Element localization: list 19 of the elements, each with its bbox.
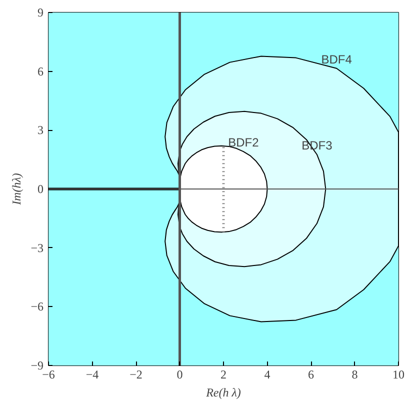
x-tick-label: 6 bbox=[308, 368, 314, 382]
y-tick-label: −9 bbox=[30, 358, 44, 372]
x-tick-label: −2 bbox=[130, 368, 142, 382]
y-tick-label: −6 bbox=[30, 300, 44, 314]
x-tick-label: 8 bbox=[352, 368, 358, 382]
y-tick-label: 6 bbox=[38, 64, 44, 78]
y-axis-title: Im(hλ) bbox=[10, 173, 24, 206]
x-tick-label: 0 bbox=[176, 368, 183, 382]
x-tick-label: 4 bbox=[264, 368, 270, 382]
annotation: BDF2 bbox=[228, 136, 260, 150]
annotation: BDF4 bbox=[321, 52, 352, 66]
y-tick-label: 0 bbox=[38, 182, 44, 196]
x-tick-label: −4 bbox=[86, 368, 99, 382]
y-tick-label: −3 bbox=[30, 240, 44, 255]
x-tick-label: 10 bbox=[392, 368, 404, 382]
x-tick-label: 2 bbox=[220, 368, 226, 382]
y-tick-label: 3 bbox=[38, 123, 44, 138]
y-tick-label: 9 bbox=[38, 6, 44, 20]
x-axis-title: Re(h λ) bbox=[205, 386, 241, 400]
